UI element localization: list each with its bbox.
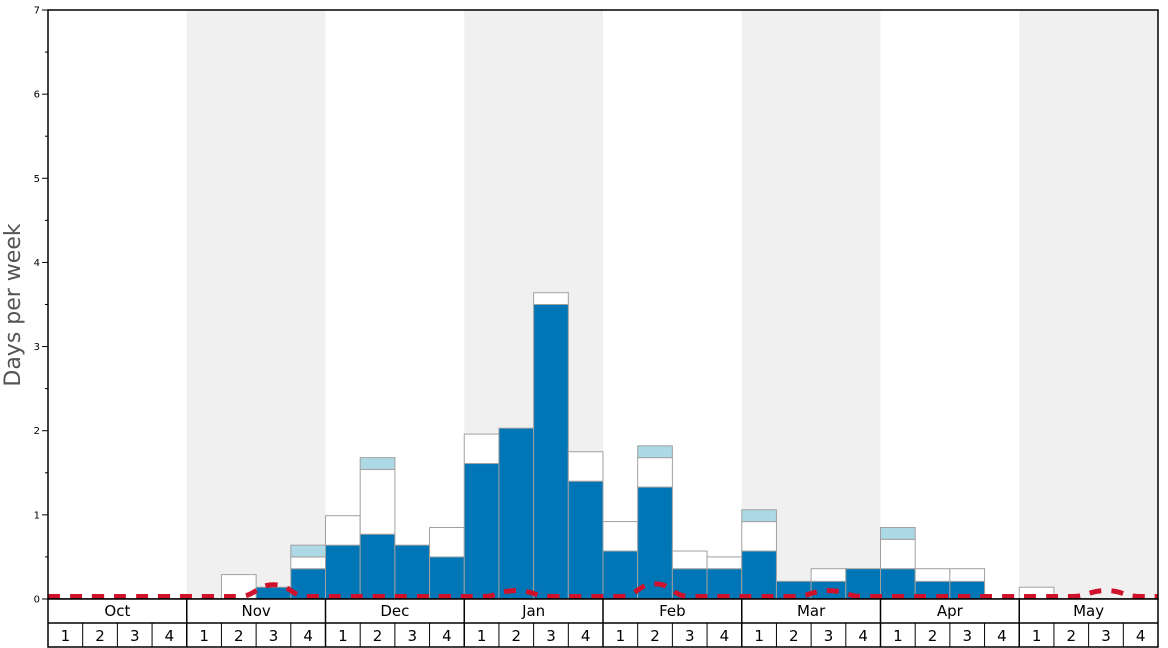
bar-segment-top <box>359 457 396 470</box>
week-label: 4 <box>442 627 452 645</box>
bar-segment-bottom <box>463 463 500 600</box>
bar-segment-middle <box>637 457 673 488</box>
week-label: 4 <box>1136 627 1146 645</box>
baseline-curve <box>48 581 1158 599</box>
week-label: 2 <box>95 627 105 645</box>
bar-segment-middle <box>463 433 500 465</box>
y-tick-label: 0 <box>34 595 40 606</box>
week-label: 3 <box>962 627 972 645</box>
bar-segment-bottom <box>602 550 639 600</box>
bar-segment-middle <box>567 451 604 482</box>
bar-segment-bottom <box>359 533 396 600</box>
week-label: 1 <box>893 627 903 645</box>
week-label: 4 <box>997 627 1007 645</box>
week-label: 4 <box>858 627 868 645</box>
y-tick-label: 7 <box>34 6 40 17</box>
y-axis-label: Days per week <box>1 223 26 386</box>
week-label: 4 <box>303 627 313 645</box>
week-label: 1 <box>477 627 487 645</box>
week-label: 3 <box>546 627 556 645</box>
baseline-line <box>48 581 1158 599</box>
week-label: 1 <box>61 627 71 645</box>
week-label: 2 <box>373 627 383 645</box>
y-tick-label: 4 <box>34 258 40 269</box>
bar-segment-middle <box>429 526 465 558</box>
week-label: 1 <box>616 627 626 645</box>
month-label-apr: Apr <box>937 602 964 620</box>
bar-segment-middle <box>359 468 396 535</box>
bar-segment-middle <box>880 538 916 570</box>
y-tick-label: 5 <box>34 174 40 185</box>
week-label: 2 <box>512 627 522 645</box>
bar-segment-bottom <box>255 586 292 600</box>
bar-segment-middle <box>533 292 569 306</box>
x-axis: Oct 1 2 3 4 Nov 1 2 3 4 Dec 1 2 3 4 Jan 1 2 3 4 Feb 1 2 3 4 Mar 1 2… <box>47 598 1159 648</box>
bar-segment-bottom <box>394 544 431 600</box>
bar-segment-middle <box>290 556 326 570</box>
bar-segment-bottom <box>498 427 535 600</box>
bar-segment-middle <box>325 515 361 546</box>
week-label: 4 <box>720 627 730 645</box>
bar-segment-middle <box>671 550 708 570</box>
bar-segment-middle <box>949 568 986 582</box>
y-tick-label: 2 <box>34 426 40 437</box>
month-label-mar: Mar <box>797 602 826 620</box>
bars <box>220 292 1055 600</box>
week-label: 3 <box>269 627 279 645</box>
week-label: 3 <box>685 627 695 645</box>
week-label: 3 <box>1101 627 1111 645</box>
week-label: 2 <box>650 627 660 645</box>
bar-segment-middle <box>810 568 847 582</box>
bar-segment-top <box>637 445 673 459</box>
month-label-jan: Jan <box>521 602 545 620</box>
bar-segment-middle <box>602 521 639 552</box>
month-shade-may <box>1019 10 1158 599</box>
week-label: 4 <box>165 627 175 645</box>
week-label: 3 <box>130 627 140 645</box>
week-label: 2 <box>1067 627 1077 645</box>
month-label-nov: Nov <box>241 602 270 620</box>
bar-segment-top <box>880 526 916 540</box>
month-label-oct: Oct <box>104 602 130 620</box>
bar-segment-bottom <box>741 550 777 600</box>
week-label: 1 <box>1032 627 1042 645</box>
bar-segment-top <box>290 544 326 558</box>
y-tick-label: 6 <box>34 90 40 101</box>
bar-segment-bottom <box>325 544 361 600</box>
week-label: 2 <box>234 627 244 645</box>
week-label: 2 <box>928 627 938 645</box>
month-shade-mar <box>741 10 881 599</box>
week-label: 3 <box>407 627 417 645</box>
week-label: 2 <box>789 627 799 645</box>
week-label: 3 <box>824 627 834 645</box>
bar-segment-top <box>741 509 777 523</box>
y-tick-label: 1 <box>34 510 40 521</box>
week-label: 4 <box>581 627 591 645</box>
month-shade-nov <box>186 10 326 599</box>
bar-segment-middle <box>914 568 951 582</box>
bar-segment-bottom <box>567 480 604 600</box>
month-label-may: May <box>1073 602 1104 620</box>
week-label: 1 <box>338 627 348 645</box>
bar-segment-bottom <box>429 556 465 600</box>
bar-segment-middle <box>706 556 743 570</box>
y-tick-label: 3 <box>34 342 40 353</box>
month-label-dec: Dec <box>380 602 409 620</box>
y-axis: 0 1 2 3 4 5 6 7 <box>34 6 48 606</box>
bar-segment-bottom <box>533 304 569 600</box>
week-label: 1 <box>754 627 764 645</box>
month-label-feb: Feb <box>659 602 686 620</box>
bar-segment-middle <box>741 521 777 552</box>
week-label: 1 <box>199 627 209 645</box>
